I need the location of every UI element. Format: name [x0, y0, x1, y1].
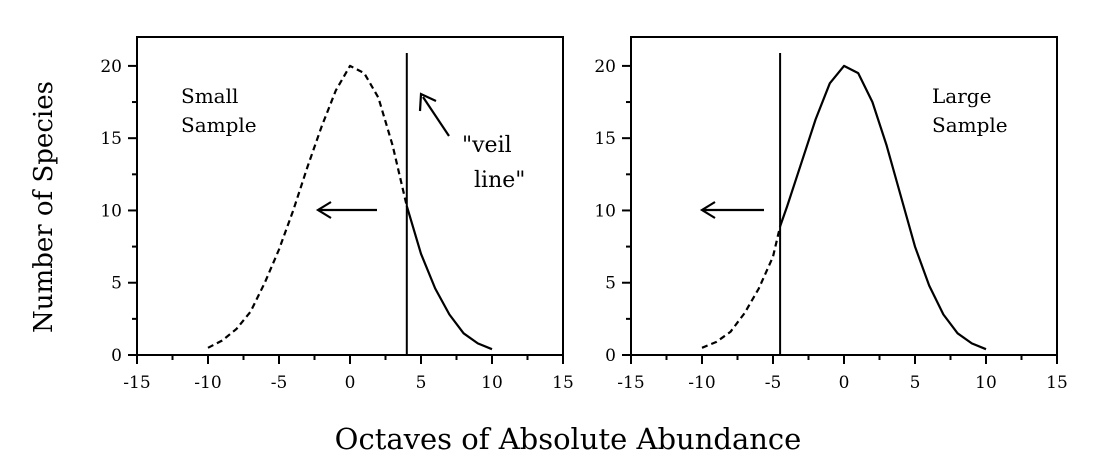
- y-tick-label: 15: [100, 129, 122, 149]
- plot-frame: [630, 36, 1058, 356]
- x-tick-label: 0: [839, 373, 850, 393]
- x-tick-label: 10: [975, 373, 997, 393]
- y-tick-label: 15: [594, 129, 616, 149]
- x-tick-label: -10: [688, 373, 715, 393]
- x-tick-label: 0: [345, 373, 356, 393]
- observed-species-curve: [405, 205, 493, 351]
- hidden-species-curve: [701, 226, 782, 349]
- y-tick-label: 0: [111, 346, 122, 366]
- x-tick-label: 10: [481, 373, 503, 393]
- y-tick-label: 5: [111, 274, 122, 294]
- sample-label-line1: Small: [181, 84, 238, 108]
- x-tick-label: -5: [271, 373, 288, 393]
- y-tick-label: 20: [594, 57, 616, 77]
- large-sample-panel: Large Sample -15 -10 -5 0 5 10 15 0 5 10 15 20: [594, 36, 1068, 393]
- x-tick-label: -5: [765, 373, 782, 393]
- shift-left-arrow: [315, 201, 377, 219]
- observed-species-curve: [779, 64, 987, 351]
- y-tick-label: 10: [594, 201, 616, 221]
- sample-label-line2: Sample: [181, 113, 257, 137]
- x-tick-label: 15: [1046, 373, 1068, 393]
- x-axis-title: Octaves of Absolute Abundance: [335, 422, 802, 456]
- y-tick-label: 5: [605, 274, 616, 294]
- x-tick-label: -15: [123, 373, 150, 393]
- y-tick-label: 10: [100, 201, 122, 221]
- y-axis-title: Number of Species: [29, 81, 59, 333]
- veil-pointer-arrow: [418, 92, 450, 137]
- shift-left-arrow: [699, 201, 764, 219]
- veil-label-line2: line": [474, 168, 525, 193]
- x-tick-label: 15: [552, 373, 574, 393]
- x-tick-label: 5: [910, 373, 921, 393]
- small-sample-panel: Small Sample "veil line" -15 -10 -5 0 5 10 15 0…: [100, 36, 574, 393]
- veil-label-line1: "veil: [462, 133, 512, 158]
- sample-label-line2: Sample: [932, 113, 1008, 137]
- x-tick-label: -10: [194, 373, 221, 393]
- y-tick-label: 20: [100, 57, 122, 77]
- sample-label-line1: Large: [932, 84, 991, 108]
- x-tick-label: 5: [416, 373, 427, 393]
- y-tick-label: 0: [605, 346, 616, 366]
- x-tick-label: -15: [617, 373, 644, 393]
- hidden-species-curve: [207, 64, 408, 349]
